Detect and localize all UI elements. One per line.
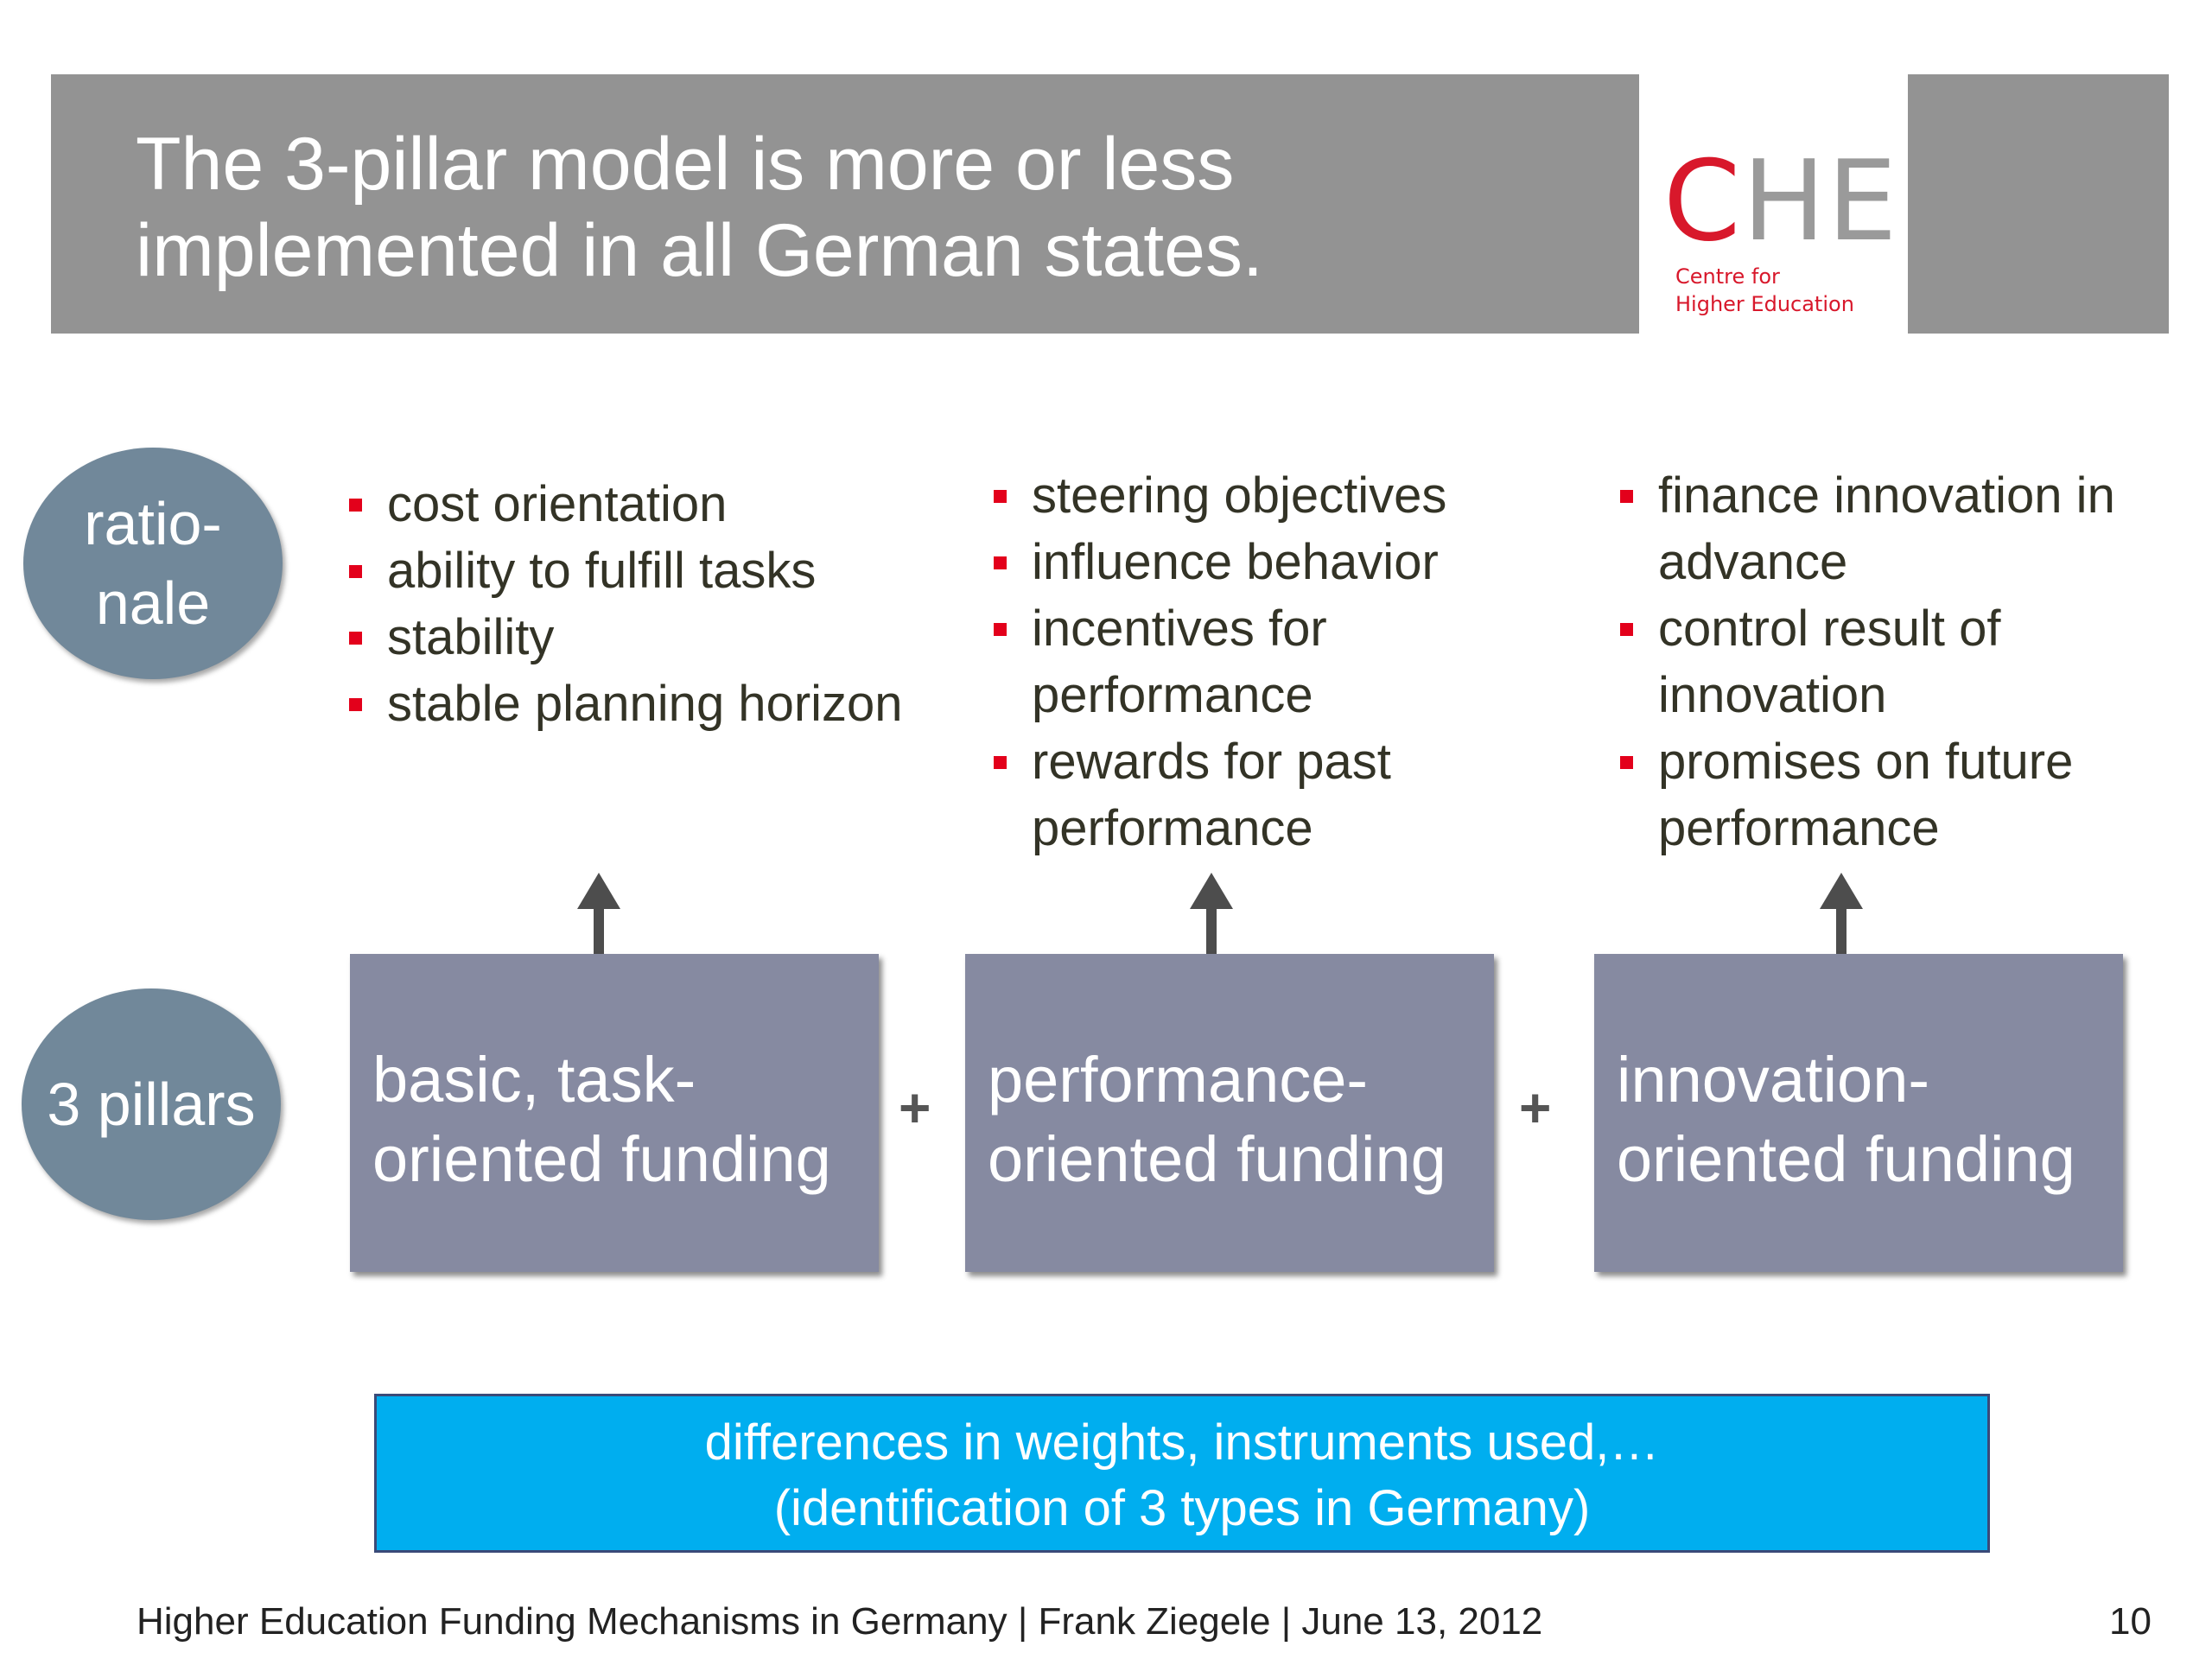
slide-title-line-1: The 3-pillar model is more or less	[136, 123, 1235, 206]
list-item: control result of innovation	[1620, 595, 2182, 728]
list-item: stable planning horizon	[349, 671, 903, 737]
plus-icon: +	[1519, 1077, 1552, 1139]
header-right-block	[1908, 74, 2169, 334]
list-item: promises on future performance	[1620, 728, 2182, 861]
differences-line-1: differences in weights, instruments used…	[704, 1414, 1660, 1471]
rationale-list-performance: steering objectives influence behavior i…	[994, 462, 1512, 861]
pillar-innovation-funding: innovation- oriented funding	[1594, 954, 2123, 1272]
arrow-up-icon	[1190, 873, 1233, 959]
arrow-up-icon	[1820, 873, 1863, 959]
che-logo-subtitle: Centre for Higher Education	[1675, 263, 1854, 318]
rationale-circle: ratio- nale	[23, 448, 283, 679]
che-logo: CHE Centre for Higher Education	[1663, 147, 1897, 328]
list-item: steering objectives	[994, 462, 1512, 529]
logo-letter-c: C	[1663, 137, 1743, 266]
list-item: incentives for performance	[994, 595, 1512, 728]
list-item: stability	[349, 604, 903, 671]
differences-line-2: (identification of 3 types in Germany)	[773, 1480, 1591, 1536]
pillar-label-line-2: oriented funding	[372, 1123, 831, 1195]
pillar-label-line-2: oriented funding	[988, 1123, 1446, 1195]
page-number: 10	[2109, 1600, 2152, 1643]
pillar-label-line-1: basic, task-	[372, 1044, 696, 1116]
rationale-label-line-1: ratio-	[84, 490, 222, 557]
list-item: ability to fulfill tasks	[349, 537, 903, 604]
pillar-label-line-2: oriented funding	[1617, 1123, 2075, 1195]
footer-text: Higher Education Funding Mechanisms in G…	[137, 1600, 1543, 1643]
logo-subtitle-line-2: Higher Education	[1675, 292, 1854, 316]
differences-box: differences in weights, instruments used…	[374, 1394, 1990, 1553]
pillars-label: 3 pillars	[47, 1071, 256, 1138]
rationale-list-innovation: finance innovation in advance control re…	[1620, 462, 2182, 861]
pillar-basic-funding: basic, task- oriented funding	[350, 954, 879, 1272]
rationale-list-basic: cost orientation ability to fulfill task…	[349, 471, 903, 737]
che-logo-mark: CHE	[1663, 147, 1899, 257]
plus-icon: +	[899, 1077, 931, 1139]
logo-subtitle-line-1: Centre for	[1675, 264, 1780, 289]
rationale-label-line-2: nale	[95, 569, 211, 637]
list-item: finance innovation in advance	[1620, 462, 2182, 595]
pillar-performance-funding: performance- oriented funding	[965, 954, 1494, 1272]
list-item: rewards for past performance	[994, 728, 1512, 861]
slide-title: The 3-pillar model is more or less imple…	[136, 121, 1605, 294]
pillar-label-line-1: performance-	[988, 1044, 1369, 1116]
list-item: influence behavior	[994, 529, 1512, 595]
logo-letters-he: HE	[1742, 137, 1899, 266]
pillars-circle: 3 pillars	[22, 988, 281, 1220]
arrow-up-icon	[577, 873, 620, 959]
slide-title-line-2: implemented in all German states.	[136, 209, 1263, 292]
title-bar	[51, 74, 1639, 334]
pillar-label-line-1: innovation-	[1617, 1044, 1930, 1116]
list-item: cost orientation	[349, 471, 903, 537]
